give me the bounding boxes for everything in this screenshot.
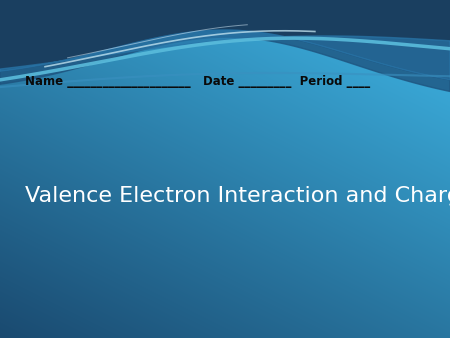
Text: Name _____________________   Date _________  Period ____: Name _____________________ Date ________… (25, 75, 370, 88)
Text: Valence Electron Interaction and Charges: Valence Electron Interaction and Charges (25, 186, 450, 206)
